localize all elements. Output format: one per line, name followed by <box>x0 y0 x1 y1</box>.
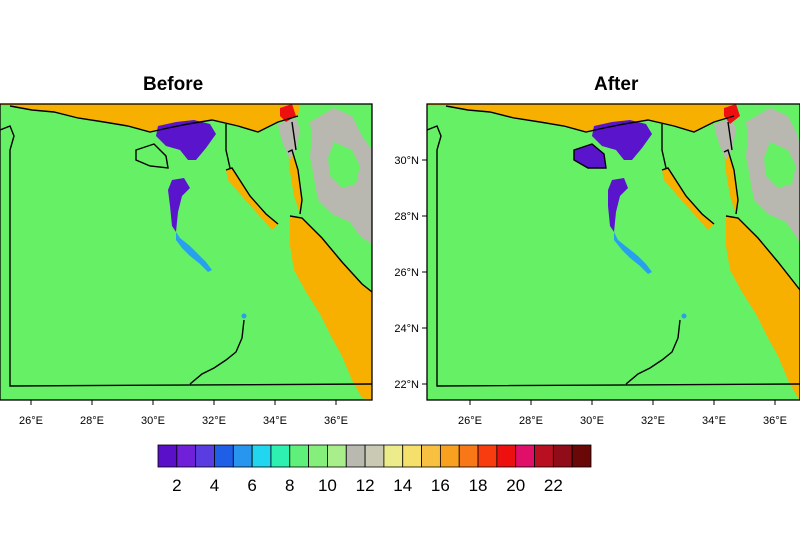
map-frame-before <box>0 103 373 401</box>
colorbar-swatch <box>552 444 573 468</box>
colorbar-swatch <box>421 444 441 468</box>
gulf-of-aqaba <box>724 150 738 214</box>
levant-lowland <box>328 142 360 188</box>
lon-before-tick-label: 30°E <box>141 415 165 427</box>
lon-after-tick-label: 36°E <box>763 415 787 427</box>
colorbar-label: 14 <box>393 476 412 495</box>
colorbar-label: 10 <box>318 476 337 495</box>
delta-low-region <box>156 120 216 160</box>
mediterranean-sea <box>427 104 736 132</box>
colorbar-label: 12 <box>356 476 375 495</box>
mediterranean-sea <box>0 104 300 132</box>
colorbar-swatch <box>232 444 253 468</box>
sinai-highland <box>278 118 300 160</box>
lon-before-tick-label: 32°E <box>202 415 226 427</box>
colorbar-label: 22 <box>544 476 563 495</box>
nile-valley-edge <box>614 232 652 274</box>
colorbar-swatch <box>195 444 215 468</box>
colorbar-swatch <box>402 444 422 468</box>
panel-title-after: After <box>594 74 639 95</box>
coast-hot-spot <box>724 104 740 124</box>
colorbar-swatch <box>477 444 498 468</box>
colorbar-label: 4 <box>210 476 219 495</box>
lat-tick-label: 24°N <box>394 323 419 335</box>
colorbar-swatch <box>534 444 554 468</box>
colorbar-swatch <box>345 444 366 468</box>
colorbar: 2 4 6 8 10 12 14 16 18 20 22 <box>157 444 592 495</box>
colorbar-swatch <box>251 444 272 468</box>
red-sea <box>290 216 372 400</box>
lon-after-tick-label: 26°E <box>458 415 482 427</box>
coastline-lines <box>9 105 372 293</box>
colorbar-swatch <box>327 444 347 468</box>
colorbar-label: 20 <box>506 476 525 495</box>
lon-after-tick-label: 28°E <box>519 415 543 427</box>
lat-tick-label: 26°N <box>394 267 419 279</box>
colorbar-swatch <box>308 444 328 468</box>
map-panel-before <box>0 104 372 400</box>
lat-ticks-between: 30°N 28°N 26°N 24°N 22°N <box>394 155 427 391</box>
lat-tick-label: 30°N <box>394 155 419 167</box>
lat-tick-label: 28°N <box>394 211 419 223</box>
delta-low-region <box>592 120 652 160</box>
colorbar-swatch <box>157 444 178 468</box>
colorbar-label: 8 <box>285 476 294 495</box>
lon-after-tick-label: 34°E <box>702 415 726 427</box>
levant-lowland <box>764 142 796 188</box>
map-panel-after <box>427 104 800 400</box>
aswan-point <box>681 313 687 319</box>
aswan-point <box>241 313 247 319</box>
coastline-lines <box>445 105 800 291</box>
lon-ticks-after: 26°E 28°E 30°E 32°E 34°E 36°E <box>458 400 787 427</box>
colorbar-swatch <box>496 444 517 468</box>
gulf-of-aqaba <box>288 150 302 214</box>
lon-after-tick-label: 30°E <box>580 415 604 427</box>
lon-before-tick-label: 28°E <box>80 415 104 427</box>
colorbar-swatch <box>571 444 592 468</box>
border-lines <box>0 121 372 387</box>
panel-title-before: Before <box>143 74 204 95</box>
sinai-highland <box>714 118 736 160</box>
colorbar-swatch <box>364 444 385 468</box>
colorbar-swatch <box>270 444 291 468</box>
lon-after-tick-label: 32°E <box>641 415 665 427</box>
colorbar-swatch <box>176 444 197 468</box>
colorbar-swatch <box>383 444 404 468</box>
red-sea <box>726 216 800 400</box>
colorbar-label: 18 <box>469 476 488 495</box>
qattara-low-region <box>574 144 606 168</box>
colorbar-swatch <box>458 444 479 468</box>
lon-before-tick-label: 26°E <box>19 415 43 427</box>
colorbar-label: 6 <box>247 476 256 495</box>
colorbar-swatch <box>439 444 460 468</box>
colorbar-swatch <box>515 444 535 468</box>
colorbar-label: 2 <box>172 476 181 495</box>
lon-before-tick-label: 34°E <box>263 415 287 427</box>
colorbar-label: 16 <box>431 476 450 495</box>
colorbar-swatch <box>289 444 310 468</box>
lon-before-tick-label: 36°E <box>324 415 348 427</box>
colorbar-swatch <box>214 444 234 468</box>
nile-valley-edge <box>176 232 212 272</box>
map-frame-after <box>426 103 800 401</box>
nile-valley-low <box>608 178 628 232</box>
border-lines <box>427 121 800 387</box>
lat-tick-label: 22°N <box>394 379 419 391</box>
lon-ticks-before: 26°E 28°E 30°E 32°E 34°E 36°E <box>19 400 348 427</box>
nile-valley-low <box>168 178 190 232</box>
